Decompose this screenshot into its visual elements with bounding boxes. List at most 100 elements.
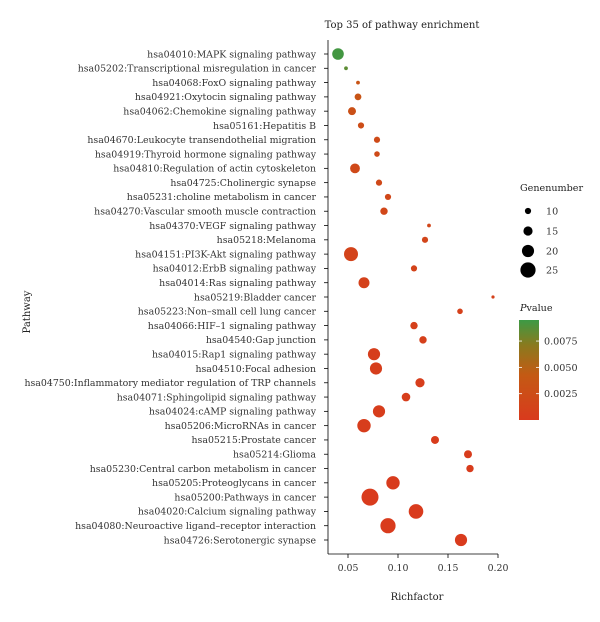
pvalue-tick-label: 0.0050 xyxy=(544,363,578,374)
pathway-label: hsa04071:Sphingolipid signaling pathway xyxy=(117,392,317,403)
pathway-point xyxy=(373,136,381,143)
pathway-label: hsa05231:choline metabolism in cancer xyxy=(127,192,317,203)
pathway-point xyxy=(410,265,418,272)
pathway-label: hsa05218:Melanoma xyxy=(217,235,317,246)
pathway-point xyxy=(380,207,388,215)
pvalue-tick-label: 0.0075 xyxy=(544,336,578,347)
pathway-label: hsa05230:Central carbon metabolism in ca… xyxy=(90,464,317,475)
pvalue-tick-label: 0.0025 xyxy=(544,389,578,400)
pathway-label: hsa04020:Calcium signaling pathway xyxy=(138,507,317,518)
pathway-label: hsa05214:Glioma xyxy=(233,450,316,461)
pvalue-legend-title-rest: value xyxy=(525,303,552,314)
pathway-label: hsa04080:Neuroactive ligand–receptor int… xyxy=(75,521,316,532)
pathway-point xyxy=(350,163,360,174)
pathway-point xyxy=(357,122,365,129)
pathway-point xyxy=(431,435,439,444)
pathway-point xyxy=(386,476,400,490)
size-legend-label: 10 xyxy=(546,206,558,217)
x-axis-label: Richfactor xyxy=(391,592,444,603)
pathway-point xyxy=(408,504,424,519)
pathway-point xyxy=(344,66,348,71)
pathway-label: hsa04540:Gap junction xyxy=(206,335,316,346)
pathway-label: hsa05205:Proteoglycans in cancer xyxy=(152,478,316,489)
pathway-label: hsa04066:HIF–1 signaling pathway xyxy=(148,321,317,332)
pathway-point xyxy=(357,418,371,433)
pathway-point xyxy=(361,488,379,506)
pathway-point xyxy=(457,308,463,315)
x-tick-label: 0.15 xyxy=(438,563,459,574)
pathway-point xyxy=(491,295,495,299)
pathway-label: hsa04510:Focal adhesion xyxy=(195,364,316,375)
size-legend-dot xyxy=(521,244,535,258)
size-legend: Genenumber 10 15 20 25 xyxy=(520,183,583,278)
pathway-label: hsa05219:Bladder cancer xyxy=(194,292,317,303)
pathway-point xyxy=(369,362,383,375)
size-legend-label: 15 xyxy=(546,226,558,237)
pathway-label: hsa04024:cAMP signaling pathway xyxy=(149,407,317,418)
size-legend-dot xyxy=(524,207,532,215)
y-axis-label: Pathway xyxy=(22,290,33,333)
pathway-point xyxy=(374,151,380,157)
pathway-point xyxy=(419,336,427,344)
pvalue-colorbar xyxy=(519,320,539,420)
pathway-label: hsa04750:Inflammatory mediator regulatio… xyxy=(24,378,316,389)
pathway-label: hsa04270:Vascular smooth muscle contract… xyxy=(94,207,316,218)
pathway-label: hsa04725:Cholinergic synapse xyxy=(170,178,316,189)
size-legend-title: Genenumber xyxy=(520,183,583,194)
size-legend-dot xyxy=(520,262,536,278)
chart-title: Top 35 of pathway enrichment xyxy=(325,20,480,31)
pathway-label: hsa04670:Leukocyte transendothelial migr… xyxy=(87,135,316,146)
pathway-label: hsa04014:Ras signaling pathway xyxy=(159,278,317,289)
pathway-label: hsa04151:PI3K-Akt signaling pathway xyxy=(135,249,317,260)
pathway-point xyxy=(421,236,429,243)
pathway-point xyxy=(464,450,472,459)
pathway-point xyxy=(375,179,383,186)
size-legend-label: 20 xyxy=(546,246,558,257)
y-tick-labels: hsa04010:MAPK signaling pathway hsa05202:… xyxy=(24,49,316,546)
pathway-label: hsa04919:Thyroid hormone signaling pathw… xyxy=(95,149,317,160)
pathway-label: hsa04370:VEGF signaling pathway xyxy=(149,221,316,232)
size-legend-label: 25 xyxy=(546,265,558,276)
pvalue-legend: Pvalue 0.0075 0.0050 0.0025 xyxy=(519,303,578,420)
pathway-point xyxy=(344,247,358,262)
pvalue-legend-title-italic: P xyxy=(519,303,527,314)
pathway-point xyxy=(356,80,360,85)
pathway-point xyxy=(348,107,356,116)
x-tick-label: 0.05 xyxy=(338,563,359,574)
pathway-point xyxy=(454,533,468,547)
pathway-point xyxy=(415,378,425,388)
pathway-label: hsa04726:Serotonergic synapse xyxy=(164,535,317,546)
pathway-point xyxy=(427,223,431,228)
pathway-point xyxy=(332,48,344,60)
pathway-label: hsa05161:Hepatitis B xyxy=(213,121,316,132)
pathway-label: hsa05200:Pathways in cancer xyxy=(174,492,316,503)
pathway-label: hsa05206:MicroRNAs in cancer xyxy=(165,421,317,432)
pathway-point xyxy=(354,93,362,101)
pathway-point xyxy=(358,277,370,289)
pathway-point xyxy=(401,392,411,402)
pathway-point xyxy=(466,464,474,473)
pathway-label: hsa05215:Prostate cancer xyxy=(192,435,317,446)
plot-area xyxy=(327,40,498,555)
pathway-point xyxy=(372,405,386,418)
pathway-point xyxy=(367,348,381,361)
pvalue-legend-title: Pvalue xyxy=(519,303,553,314)
pathway-label: hsa05223:Non–small cell lung cancer xyxy=(138,307,317,318)
pathway-point xyxy=(380,518,396,534)
size-legend-dot xyxy=(523,226,533,236)
x-tick-label: 0.10 xyxy=(388,563,409,574)
pathway-label: hsa04010:MAPK signaling pathway xyxy=(147,49,317,60)
pathway-label: hsa04062:Chemokine signaling pathway xyxy=(123,106,316,117)
pathway-label: hsa04921:Oxytocin signaling pathway xyxy=(135,92,317,103)
pathway-label: hsa05202:Transcriptional misregulation i… xyxy=(78,64,317,75)
pathway-label: hsa04068:FoxO signaling pathway xyxy=(152,78,316,89)
y-tick-marks xyxy=(324,53,328,541)
pathway-label: hsa04810:Regulation of actin cytoskeleto… xyxy=(113,164,316,175)
pathway-label: hsa04012:ErbB signaling pathway xyxy=(153,264,317,275)
pathway-point xyxy=(410,321,418,330)
pathway-label: hsa04015:Rap1 signaling pathway xyxy=(152,349,317,360)
x-tick-label: 0.20 xyxy=(488,563,509,574)
x-tick-marks: 0.05 0.10 0.15 0.20 xyxy=(338,554,509,574)
data-points xyxy=(332,48,495,547)
